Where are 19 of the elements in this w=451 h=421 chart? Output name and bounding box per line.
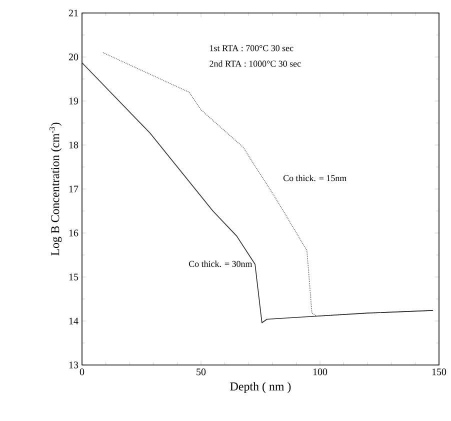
y-tick-label: 13 — [69, 362, 78, 368]
x-tick-label: 0 — [80, 368, 84, 376]
annotation: 1st RTA : 700°C 30 sec — [210, 45, 294, 52]
annotation: 2nd RTA : 1000°C 30 sec — [210, 60, 301, 67]
y-axis-title: Log B Concentration (cm$^{-3}$) — [49, 122, 62, 256]
y-tick-label: 18 — [69, 142, 78, 148]
y-tick-label: 14 — [69, 318, 78, 324]
x-tick-label: 100 — [313, 368, 328, 376]
y-tick-label: 15 — [69, 274, 78, 280]
series-label: Co thick. = 30nm — [189, 260, 252, 267]
x-axis-title: Depth ( nm ) — [230, 382, 291, 393]
y-tick-label: 19 — [69, 98, 78, 104]
y-tick-label: 21 — [68, 10, 78, 16]
series-label: Co thick. = 15nm — [283, 174, 347, 182]
y-tick-label: 20 — [68, 54, 78, 60]
y-tick-label: 17 — [69, 186, 78, 192]
x-tick-label: 150 — [432, 368, 446, 376]
y-tick-label: 16 — [69, 230, 78, 236]
x-tick-label: 50 — [196, 368, 206, 376]
